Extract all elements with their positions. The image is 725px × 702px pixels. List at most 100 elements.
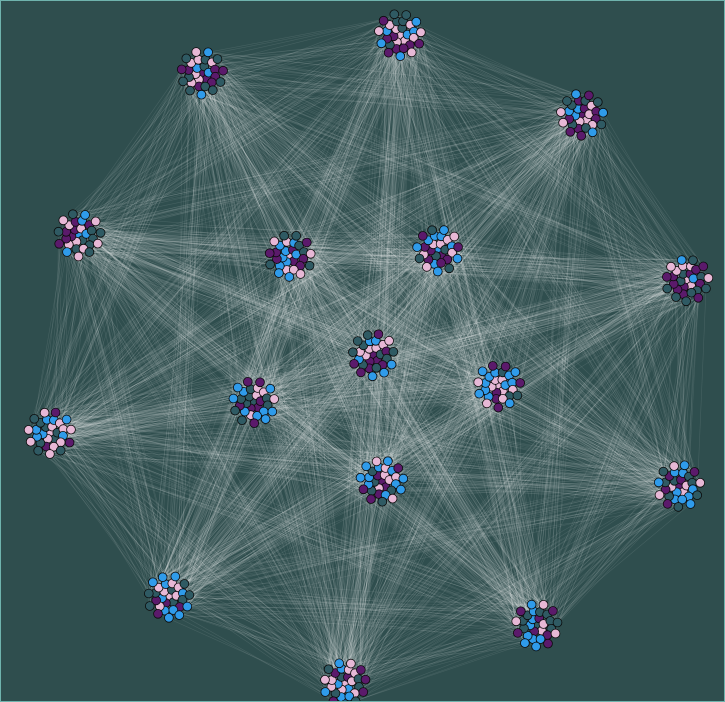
edge bbox=[502, 131, 571, 380]
edge bbox=[416, 21, 674, 285]
edge bbox=[100, 232, 677, 272]
edge bbox=[215, 76, 506, 367]
edge bbox=[202, 73, 390, 341]
edge bbox=[515, 100, 580, 373]
edge bbox=[149, 41, 398, 607]
edge bbox=[447, 239, 675, 467]
edge bbox=[451, 246, 698, 496]
edge bbox=[360, 21, 398, 478]
edge bbox=[214, 69, 707, 289]
edge bbox=[409, 45, 499, 408]
edge bbox=[201, 94, 684, 295]
graph-node bbox=[556, 107, 566, 117]
edge bbox=[66, 131, 571, 233]
edge bbox=[541, 124, 602, 631]
edge bbox=[293, 269, 386, 488]
graph-node bbox=[477, 366, 488, 377]
edge bbox=[250, 21, 398, 416]
edge bbox=[68, 244, 707, 289]
graph-node bbox=[688, 255, 698, 266]
edge bbox=[202, 34, 401, 74]
edge bbox=[365, 276, 702, 356]
edge bbox=[407, 34, 586, 102]
edge bbox=[78, 235, 273, 412]
edge bbox=[97, 243, 271, 265]
edge bbox=[341, 391, 504, 669]
edge bbox=[165, 245, 281, 604]
edge bbox=[63, 86, 206, 221]
edge bbox=[47, 261, 287, 440]
edge bbox=[198, 59, 352, 664]
edge bbox=[205, 59, 268, 399]
edge bbox=[66, 238, 425, 248]
edge bbox=[78, 256, 163, 599]
edge bbox=[100, 232, 534, 612]
edge bbox=[89, 251, 294, 270]
edge bbox=[520, 265, 684, 612]
edge bbox=[289, 121, 580, 278]
edge bbox=[95, 221, 280, 246]
edge bbox=[222, 70, 510, 404]
edge bbox=[208, 52, 577, 95]
edge bbox=[211, 82, 343, 690]
edge bbox=[53, 364, 364, 421]
edge bbox=[51, 40, 406, 427]
edge bbox=[172, 66, 205, 584]
edge bbox=[58, 231, 524, 622]
edge bbox=[547, 281, 681, 644]
graph-node bbox=[64, 437, 75, 448]
edge bbox=[46, 251, 305, 447]
edge bbox=[182, 40, 406, 594]
edge bbox=[97, 243, 552, 630]
edge bbox=[163, 243, 441, 592]
edge bbox=[502, 296, 677, 373]
edge bbox=[524, 273, 684, 644]
edge bbox=[357, 340, 693, 484]
edge bbox=[391, 364, 493, 367]
edge bbox=[295, 254, 333, 681]
edge bbox=[57, 359, 359, 433]
edge bbox=[220, 81, 356, 701]
edge bbox=[395, 28, 429, 241]
edge bbox=[452, 252, 687, 302]
edge bbox=[63, 220, 159, 614]
edge bbox=[83, 241, 287, 249]
edge bbox=[375, 276, 674, 342]
edge bbox=[208, 72, 275, 400]
edge bbox=[66, 251, 537, 647]
edge bbox=[76, 101, 598, 242]
edge bbox=[208, 72, 342, 678]
edge bbox=[485, 382, 540, 619]
edge bbox=[383, 20, 453, 253]
graph-node bbox=[452, 253, 463, 264]
graph-node bbox=[361, 461, 372, 472]
edge bbox=[44, 69, 182, 413]
edge bbox=[440, 243, 704, 267]
edge bbox=[303, 258, 526, 644]
edge bbox=[84, 59, 199, 216]
edge bbox=[176, 355, 367, 596]
edge bbox=[165, 73, 203, 604]
edge bbox=[47, 438, 342, 670]
edge bbox=[457, 108, 585, 259]
graph-node bbox=[576, 131, 587, 141]
edge bbox=[208, 52, 589, 96]
edge bbox=[72, 214, 360, 688]
edge bbox=[266, 269, 288, 399]
edge bbox=[190, 62, 503, 380]
edge bbox=[391, 276, 674, 491]
edge bbox=[83, 69, 182, 249]
edge bbox=[568, 118, 684, 274]
edge bbox=[79, 235, 396, 485]
graph-node bbox=[587, 127, 598, 138]
graph-node bbox=[58, 215, 69, 226]
graph-node bbox=[153, 608, 163, 619]
edge bbox=[201, 94, 305, 253]
graph-node bbox=[348, 347, 358, 358]
edge bbox=[328, 293, 684, 670]
edge bbox=[62, 30, 388, 436]
edge bbox=[65, 231, 532, 605]
edge bbox=[393, 36, 709, 279]
edge bbox=[402, 21, 576, 116]
edge bbox=[372, 376, 675, 482]
